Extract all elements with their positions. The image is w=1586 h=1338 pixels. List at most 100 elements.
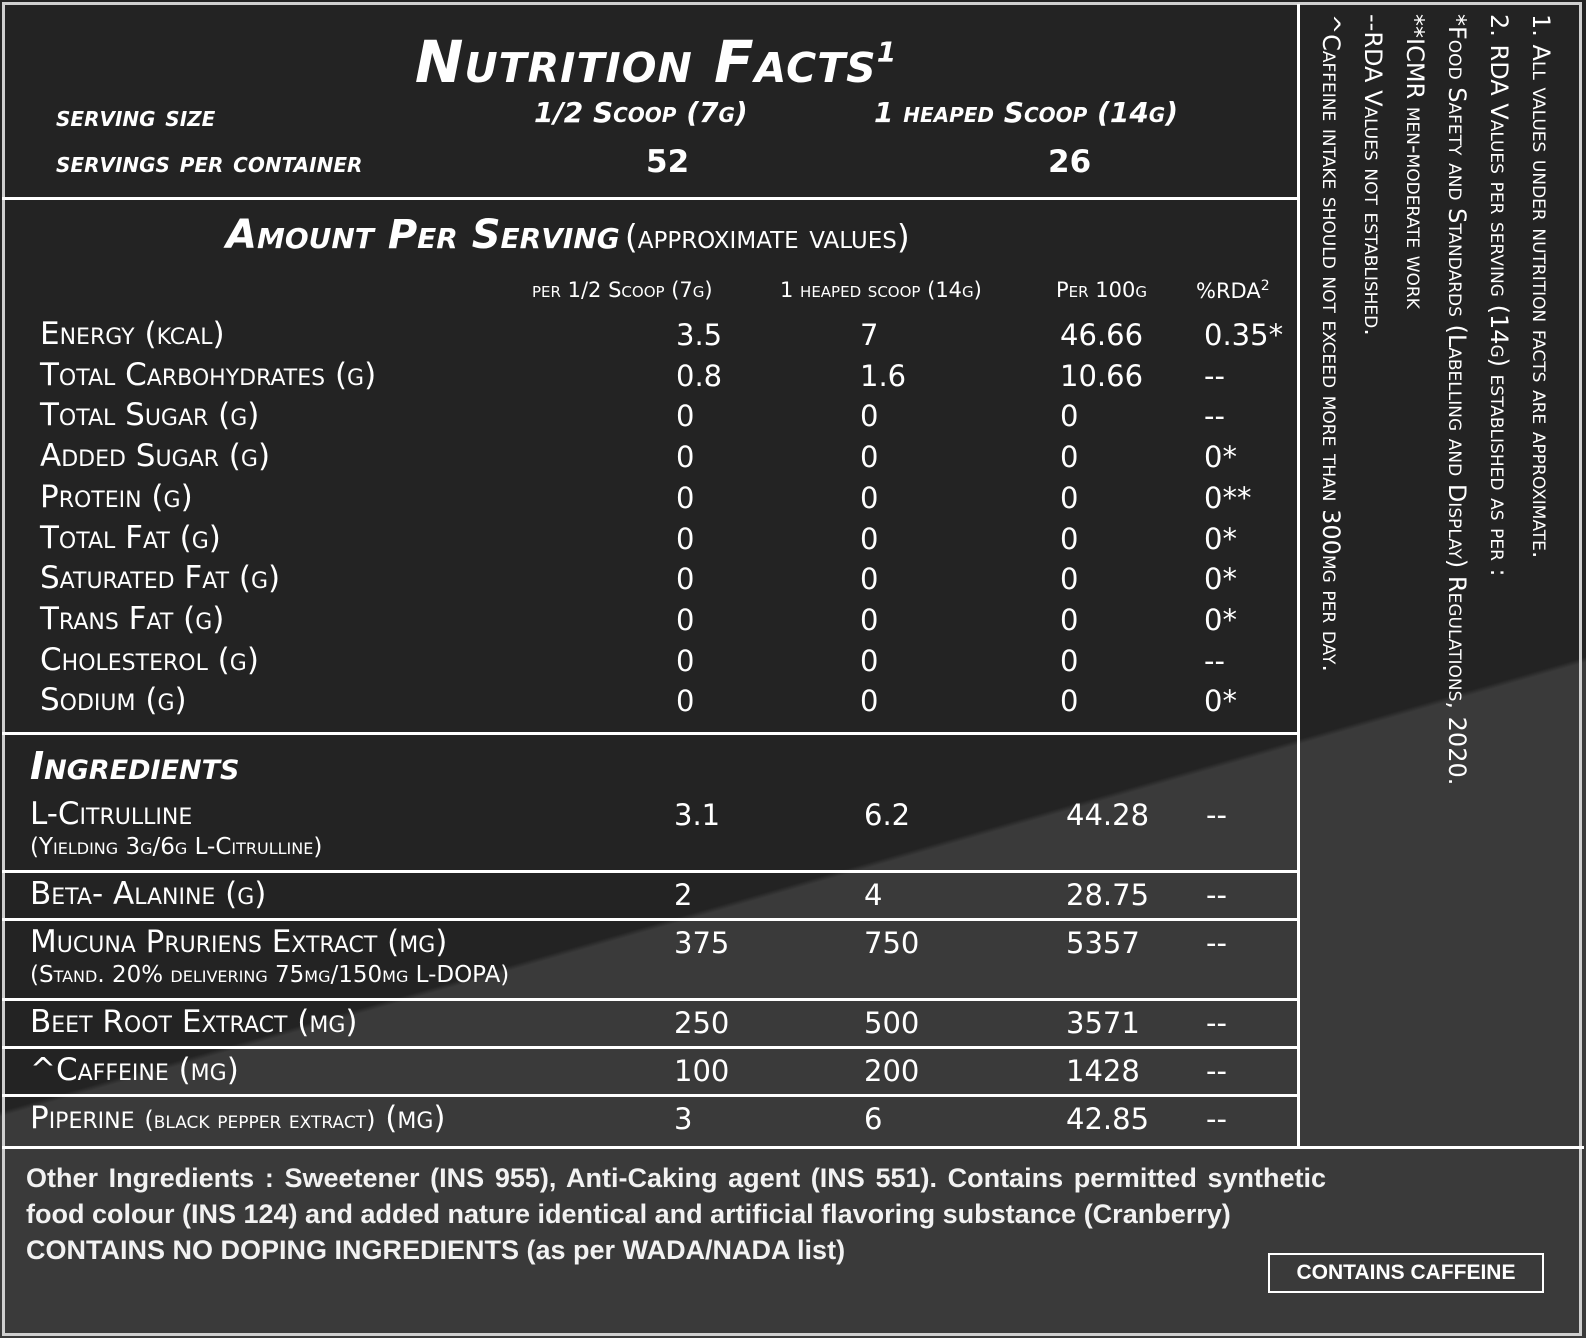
ingredient-name: Beet Root Extract (mg): [30, 1004, 358, 1040]
servings-per-container-full: 26: [1048, 144, 1092, 180]
row-line-2: [2, 918, 1298, 921]
nutrient-half-value: 0: [676, 440, 695, 475]
ingredient-full-value: 500: [864, 1006, 920, 1040]
nutrient-full-value: 0: [860, 399, 879, 434]
nutrient-half-value: 0: [676, 521, 695, 556]
nutrient-full-value: 1.6: [860, 358, 907, 393]
amount-heading: Amount Per Serving (approximate values): [226, 212, 910, 258]
nutrient-rda-value: 0*: [1204, 521, 1237, 556]
col-header-100g: Per 100g: [1056, 278, 1147, 302]
nutrient-full-value: 0: [860, 480, 879, 515]
nutrient-name: Cholesterol (g): [40, 641, 259, 678]
nutrient-per100-value: 0: [1060, 480, 1079, 515]
other-ingredients: Other Ingredients : Sweetener (INS 955),…: [26, 1160, 1326, 1268]
side-note-5: --RDA Values not established.: [1359, 14, 1387, 336]
ingredient-subtext: (Yielding 3g/6g L-Citrulline): [30, 834, 323, 860]
nutrient-rda-value: --: [1204, 399, 1225, 434]
serving-size-half: 1/2 Scoop (7g): [534, 96, 748, 129]
nutrient-half-value: 0: [676, 643, 695, 678]
serving-size-label: serving size: [56, 100, 216, 133]
nutrient-half-value: 0: [676, 399, 695, 434]
nutrient-per100-value: 0: [1060, 521, 1079, 556]
nutrient-per100-value: 0: [1060, 399, 1079, 434]
row-line-1: [2, 870, 1298, 873]
nutrient-per100-value: 0: [1060, 562, 1079, 597]
nutrient-full-value: 0: [860, 562, 879, 597]
side-note-3: *Food Safety and Standards (Labelling an…: [1443, 14, 1471, 786]
title-footnote: 1: [876, 35, 898, 69]
nutrient-half-value: 0: [676, 684, 695, 719]
nutrient-rda-value: --: [1204, 358, 1225, 393]
nutrient-per100-value: 46.66: [1060, 318, 1144, 352]
ingredient-name: ^Caffeine (mg): [30, 1052, 239, 1088]
nutrient-rda-value: --: [1204, 643, 1225, 678]
ingredient-name: Piperine (black pepper extract) (mg): [30, 1100, 446, 1136]
ingredient-per100-value: 44.28: [1066, 798, 1150, 832]
ingredient-full-value: 200: [864, 1054, 920, 1088]
nutrient-per100-value: 0: [1060, 643, 1079, 678]
ingredients-heading: Ingredients: [30, 744, 240, 788]
title-text: Nutrition Facts: [414, 28, 877, 96]
ingredient-half-value: 250: [674, 1006, 730, 1040]
nutrient-full-value: 7: [860, 318, 879, 352]
col-header-rda-text: %RDA: [1196, 279, 1261, 303]
ingredient-full-value: 4: [864, 878, 883, 912]
ingredient-name: Mucuna Pruriens Extract (mg): [30, 924, 448, 960]
ingredient-per100-value: 42.85: [1066, 1102, 1150, 1136]
nutrient-name: Total Sugar (g): [40, 397, 260, 434]
nutrient-name: Saturated Fat (g): [40, 560, 281, 597]
row-line-5: [2, 1094, 1298, 1097]
nutrient-rda-value: 0**: [1204, 480, 1252, 515]
nutrient-full-value: 0: [860, 440, 879, 475]
nutrient-per100-value: 0: [1060, 684, 1079, 719]
row-line-4: [2, 1046, 1298, 1049]
doping-note: CONTAINS NO DOPING INGREDIENTS (as per W…: [26, 1235, 846, 1265]
nutrient-half-value: 0: [676, 602, 695, 637]
nutrient-name: Energy (kcal): [40, 316, 225, 352]
amount-heading-note: (approximate values): [624, 217, 910, 256]
ingredient-rda-value: --: [1206, 1054, 1227, 1088]
nutrient-rda-value: 0*: [1204, 562, 1237, 597]
ingredient-half-value: 100: [674, 1054, 730, 1088]
nutrient-rda-value: 0*: [1204, 602, 1237, 637]
side-note-6: ^Caffeine intake should not exceed more …: [1317, 14, 1345, 672]
ingredient-rda-value: --: [1206, 1006, 1227, 1040]
nutrient-per100-value: 10.66: [1060, 358, 1144, 393]
caffeine-badge: CONTAINS CAFFEINE: [1268, 1253, 1544, 1293]
nutrient-half-value: 0: [676, 562, 695, 597]
ingredient-half-value: 3.1: [674, 798, 721, 832]
nutrient-name: Total Fat (g): [40, 519, 221, 556]
nutrient-half-value: 3.5: [676, 318, 723, 352]
nutrient-full-value: 0: [860, 643, 879, 678]
row-line-3: [2, 998, 1298, 1001]
ingredient-per100-value: 3571: [1066, 1006, 1140, 1040]
nutrient-rda-value: 0*: [1204, 440, 1237, 475]
side-note-1: 1. All values under nutrition facts are …: [1527, 14, 1555, 559]
ingredient-name: L-Citrulline: [30, 796, 193, 832]
col-header-full: 1 heaped scoop (14g): [780, 278, 982, 302]
nutrient-name: Added Sugar (g): [40, 438, 271, 475]
ingredient-full-value: 6.2: [864, 798, 911, 832]
other-ingredients-text: Other Ingredients : Sweetener (INS 955),…: [26, 1163, 1326, 1229]
ingredients-divider: [2, 732, 1298, 735]
nutrient-half-value: 0: [676, 480, 695, 515]
col-header-half: per 1/2 Scoop (7g): [532, 278, 713, 302]
ingredient-rda-value: --: [1206, 1102, 1227, 1136]
nutrient-rda-value: 0.35*: [1204, 318, 1284, 352]
nutrient-full-value: 0: [860, 684, 879, 719]
ingredient-half-value: 375: [674, 926, 730, 960]
ingredient-full-value: 750: [864, 926, 920, 960]
ingredient-half-value: 2: [674, 878, 693, 912]
nutrient-per100-value: 0: [1060, 440, 1079, 475]
side-note-2: 2. RDA Values per serving (14g) establis…: [1485, 14, 1513, 577]
bottom-divider: [2, 1146, 1584, 1149]
ingredient-half-value: 3: [674, 1102, 693, 1136]
serving-size-full: 1 heaped Scoop (14g): [874, 96, 1179, 129]
nutrient-rda-value: 0*: [1204, 684, 1237, 719]
nutrient-name: Total Carbohydrates (g): [40, 356, 377, 393]
ingredient-name: Beta- Alanine (g): [30, 876, 267, 912]
col-header-rda-sup: 2: [1260, 278, 1270, 294]
side-notes: 1. All values under nutrition facts are …: [1302, 14, 1562, 1044]
